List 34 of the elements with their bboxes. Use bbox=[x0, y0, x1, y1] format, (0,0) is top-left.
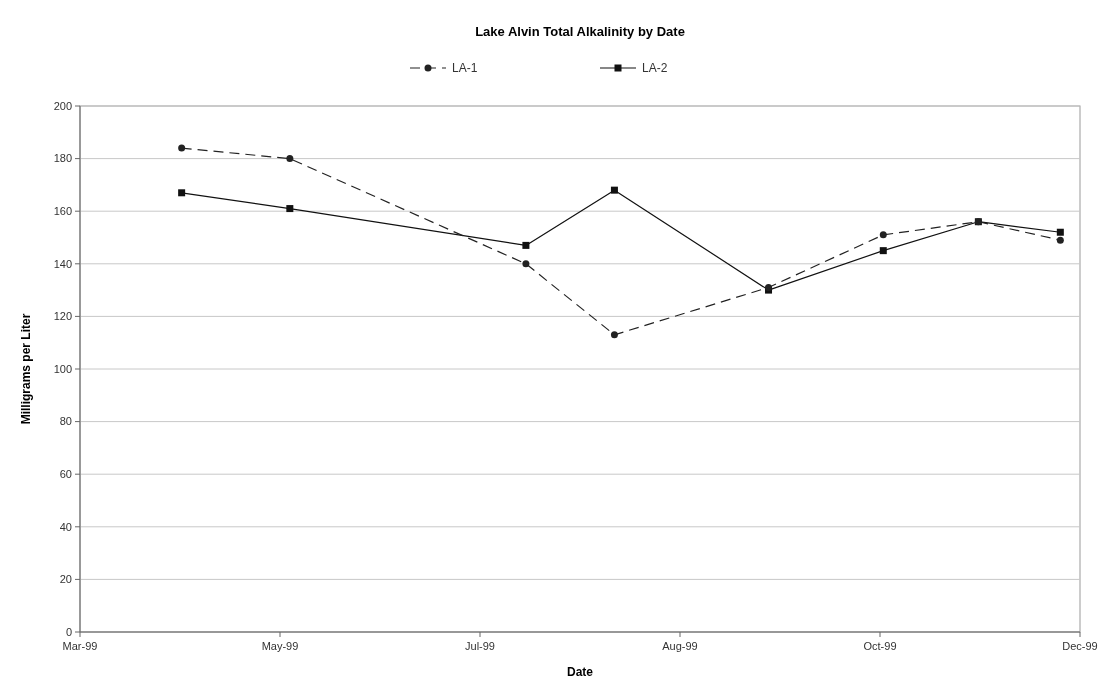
x-tick-label: Jul-99 bbox=[465, 640, 495, 652]
legend-label: LA-1 bbox=[452, 61, 478, 76]
point bbox=[1056, 236, 1064, 244]
point bbox=[286, 155, 294, 163]
y-tick-label: 180 bbox=[53, 152, 72, 165]
x-tick-label: May-99 bbox=[261, 640, 299, 652]
y-tick-label: 200 bbox=[53, 99, 72, 112]
y-tick-label: 0 bbox=[65, 625, 72, 638]
point bbox=[178, 144, 186, 152]
point bbox=[178, 189, 186, 197]
point bbox=[610, 186, 618, 194]
y-tick-label: 60 bbox=[59, 468, 72, 481]
x-axis-title: Date bbox=[566, 665, 594, 679]
point bbox=[522, 260, 530, 268]
point bbox=[610, 331, 618, 339]
y-tick-label: 120 bbox=[53, 310, 72, 323]
y-tick-label: 140 bbox=[53, 257, 72, 270]
legend-label: LA-2 bbox=[642, 61, 668, 76]
chart-title: Lake Alvin Total Alkalinity by Date bbox=[475, 24, 685, 39]
x-tick-label: Dec-99 bbox=[1062, 640, 1098, 652]
point bbox=[879, 247, 887, 255]
x-tick-label: Oct-99 bbox=[863, 640, 897, 652]
y-tick-label: 160 bbox=[53, 205, 72, 218]
x-tick-label: Mar-99 bbox=[62, 640, 98, 652]
point bbox=[1056, 228, 1064, 236]
y-tick-label: 40 bbox=[59, 520, 72, 533]
x-tick-label: Aug-99 bbox=[662, 640, 698, 652]
y-tick-label: 20 bbox=[59, 573, 72, 586]
y-tick-label: 80 bbox=[59, 415, 72, 428]
point bbox=[286, 205, 294, 213]
point bbox=[522, 241, 530, 249]
y-tick-label: 100 bbox=[53, 362, 72, 375]
y-axis-title: Milligrams per Liter bbox=[19, 313, 33, 425]
point bbox=[879, 231, 887, 239]
